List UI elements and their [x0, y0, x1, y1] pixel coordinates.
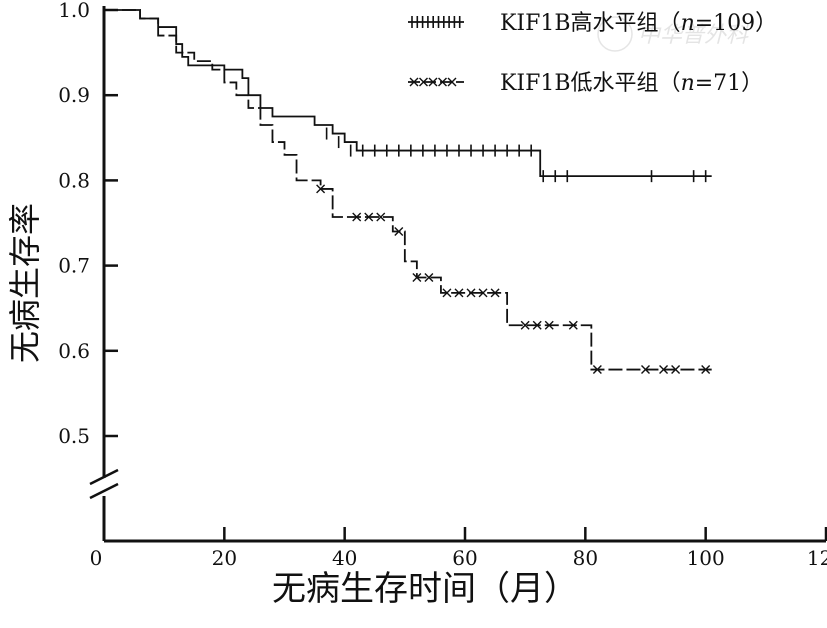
- x-axis-title: 无病生存时间（月）: [272, 569, 578, 609]
- y-axis-break-mark: [89, 482, 119, 500]
- x-tick-label: 100: [687, 546, 725, 570]
- censor-marker: [520, 320, 530, 330]
- x-tick-label: 0: [90, 546, 103, 570]
- censor-cross: [438, 77, 447, 87]
- axes: 0.5 0.6 0.7 0.8 0.9 1.0 0 20 40 60 80 100 120: [58, 0, 827, 570]
- censor-marker: [568, 320, 578, 330]
- x-tick-label: 60: [452, 546, 477, 570]
- censor-marker: [442, 288, 452, 298]
- legend-item: KIF1B高水平组（n=109）: [408, 11, 777, 36]
- watermark-seal-icon: [597, 16, 633, 52]
- legend-marker: [419, 77, 428, 87]
- censor-marker: [532, 320, 542, 330]
- legend-label-n: n: [681, 71, 695, 96]
- censor-cross: [478, 288, 488, 298]
- censor-cross: [419, 77, 428, 87]
- censor-marker: [376, 212, 386, 222]
- censor-cross: [641, 365, 650, 375]
- censor-marker: [412, 273, 422, 283]
- watermark-text: 中华普外科: [638, 23, 750, 48]
- censor-cross: [316, 184, 326, 194]
- censor-marker: [478, 288, 488, 298]
- censor-marker: [701, 365, 711, 375]
- legend-label-value: =109）: [695, 11, 777, 36]
- censor-cross: [466, 288, 476, 298]
- series-2: [104, 9, 712, 375]
- censor-cross: [409, 77, 419, 87]
- series-line: [104, 9, 712, 371]
- legend-item: KIF1B低水平组（n=71）: [408, 71, 763, 96]
- censor-marker: [466, 288, 476, 298]
- legend-marker: [428, 77, 438, 87]
- censor-marker: [659, 365, 669, 375]
- censor-marker: [671, 365, 681, 375]
- censor-marker: [364, 212, 374, 222]
- censor-cross: [454, 288, 464, 298]
- x-tick-label: 20: [212, 546, 237, 570]
- y-tick-label: 0.9: [58, 83, 90, 107]
- censor-marker: [352, 212, 362, 222]
- legend-label-n: n: [681, 11, 695, 36]
- y-tick-label: 0.8: [58, 168, 90, 192]
- legend-label-text: KIF1B高水平组（: [500, 11, 681, 36]
- legend: KIF1B高水平组（n=109）KIF1B低水平组（n=71）: [408, 11, 777, 96]
- censor-marker: [424, 273, 434, 283]
- legend-label-value: =71）: [695, 71, 763, 96]
- series-line: [104, 9, 712, 178]
- legend-marker: [409, 77, 419, 87]
- censor-cross: [352, 212, 362, 222]
- censor-cross: [447, 77, 457, 87]
- y-tick-label: 0.5: [58, 424, 90, 448]
- y-axis-title: 无病生存率: [6, 203, 44, 363]
- censor-cross: [424, 273, 434, 283]
- plot-area: [104, 9, 712, 375]
- censor-cross: [394, 227, 404, 237]
- censor-cross: [520, 320, 530, 330]
- censor-cross: [364, 212, 374, 222]
- censor-marker: [592, 365, 602, 375]
- censor-marker: [454, 288, 464, 298]
- y-tick-label: 0.7: [58, 254, 90, 278]
- y-tick-label: 1.0: [58, 0, 90, 22]
- censor-cross: [568, 320, 578, 330]
- censor-marker: [394, 227, 404, 237]
- legend-marker: [447, 77, 457, 87]
- watermark: 中华普外科: [597, 16, 750, 52]
- censor-cross: [490, 288, 500, 298]
- y-axis-break-mark: [89, 468, 119, 486]
- censor-cross: [544, 320, 554, 330]
- censor-cross: [671, 365, 681, 375]
- series-1: [104, 9, 712, 183]
- censor-cross: [701, 365, 711, 375]
- legend-marker: [438, 77, 447, 87]
- legend-label-text: KIF1B低水平组（: [500, 71, 681, 96]
- censor-marker: [641, 365, 650, 375]
- censor-cross: [592, 365, 602, 375]
- censor-marker: [544, 320, 554, 330]
- y-tick-label: 0.6: [58, 339, 90, 363]
- x-tick-label: 120: [807, 546, 827, 570]
- censor-marker: [316, 184, 326, 194]
- x-tick-label: 40: [332, 546, 357, 570]
- censor-cross: [428, 77, 438, 87]
- censor-cross: [412, 273, 422, 283]
- legend-label: KIF1B高水平组（n=109）: [500, 11, 777, 36]
- censor-cross: [376, 212, 386, 222]
- censor-marker: [490, 288, 500, 298]
- censor-cross: [659, 365, 669, 375]
- legend-label: KIF1B低水平组（n=71）: [500, 71, 763, 96]
- x-tick-label: 80: [573, 546, 598, 570]
- censor-cross: [442, 288, 452, 298]
- censor-cross: [532, 320, 542, 330]
